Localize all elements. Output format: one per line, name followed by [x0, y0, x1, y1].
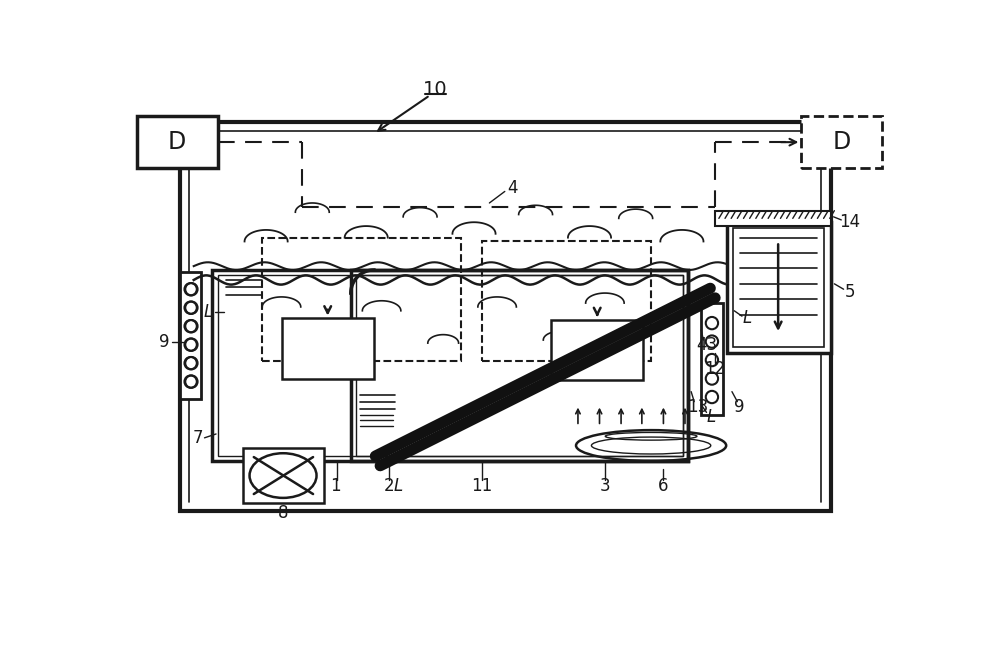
Bar	[180, 122, 831, 511]
Bar	[351, 270, 688, 461]
Text: D: D	[168, 130, 186, 154]
Bar	[801, 116, 882, 168]
Bar	[180, 273, 201, 399]
Text: 13: 13	[687, 398, 708, 416]
Bar	[551, 320, 643, 380]
Bar	[482, 241, 651, 361]
Text: L: L	[394, 477, 403, 496]
Text: 12: 12	[704, 359, 726, 378]
Text: L: L	[743, 310, 752, 327]
Text: 5: 5	[845, 282, 855, 301]
Bar	[701, 303, 723, 415]
Bar	[727, 222, 831, 353]
Bar	[262, 237, 461, 361]
Text: D: D	[832, 130, 850, 154]
Text: 6: 6	[657, 477, 668, 496]
Text: 9: 9	[734, 398, 745, 416]
Text: 7: 7	[193, 429, 204, 447]
Text: 14: 14	[839, 213, 860, 231]
Text: 2: 2	[384, 477, 395, 496]
Bar	[218, 275, 683, 456]
Text: 9: 9	[159, 333, 170, 351]
Bar	[137, 116, 218, 168]
Bar	[356, 275, 683, 456]
Text: L: L	[707, 408, 716, 426]
Text: 1: 1	[330, 477, 341, 496]
Text: 8: 8	[278, 504, 288, 522]
Text: 3: 3	[600, 477, 610, 496]
Text: L: L	[204, 303, 213, 321]
Bar	[282, 318, 374, 379]
Bar	[715, 211, 831, 226]
Text: 43: 43	[696, 336, 717, 355]
Bar	[212, 270, 688, 461]
Text: 11: 11	[471, 477, 492, 496]
Bar	[733, 228, 824, 347]
Text: 4: 4	[507, 179, 518, 197]
Text: 10: 10	[423, 80, 448, 98]
Bar	[243, 448, 324, 503]
